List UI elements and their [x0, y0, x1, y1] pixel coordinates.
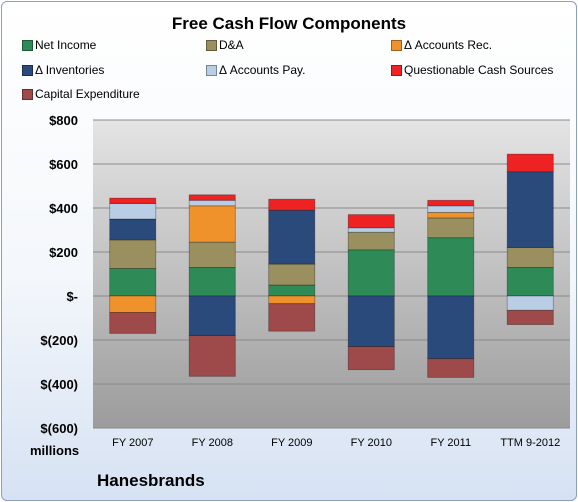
y-tick-label: $400 — [49, 201, 78, 216]
bar-segment — [506, 266, 554, 297]
y-axis-ticks: $800 $600 $400 $200 $- $(200) $(400) $(600) — [40, 113, 78, 436]
legend-label: Net Income — [35, 38, 97, 52]
x-tick-label: TTM 9-2012 — [500, 437, 560, 449]
legend-label: Questionable Cash Sources — [404, 63, 554, 77]
legend-swatch-accounts-rec — [391, 40, 402, 51]
bar-segment — [427, 205, 475, 213]
legend-swatch-net-income — [22, 40, 33, 51]
bar-segment — [347, 346, 395, 371]
legend-swatch-accounts-pay — [206, 65, 217, 76]
bar-segment — [188, 205, 236, 243]
bar-segment — [109, 268, 157, 297]
bar-segment — [268, 209, 316, 265]
bar-segment — [268, 295, 316, 305]
bar-segment — [268, 303, 316, 332]
legend-swatch-capital-expenditure — [22, 89, 33, 100]
bar-segment — [506, 295, 554, 311]
bars — [109, 153, 554, 378]
bar-segment — [268, 284, 316, 297]
bar-segment — [347, 295, 395, 347]
y-tick-label: $200 — [49, 245, 78, 260]
x-tick-label: FY 2007 — [112, 437, 153, 449]
x-tick-label: FY 2009 — [271, 437, 312, 449]
legend-label: Capital Expenditure — [35, 87, 140, 101]
x-tick-label: FY 2008 — [192, 437, 233, 449]
y-tick-label: $600 — [49, 157, 78, 172]
bar-segment — [427, 358, 475, 378]
bar-segment — [427, 237, 475, 297]
plot-background — [93, 120, 570, 428]
x-tick-label: FY 2010 — [351, 437, 392, 449]
units-label: millions — [30, 443, 80, 458]
bar-segment — [188, 199, 236, 207]
y-tick-label: $(200) — [40, 333, 78, 348]
chart-title: Free Cash Flow Components — [171, 14, 407, 33]
y-tick-label: $800 — [49, 113, 78, 128]
bar-segment — [268, 263, 316, 286]
bar-segment — [188, 266, 236, 297]
y-tick-label: $(600) — [40, 421, 78, 436]
bar-segment — [188, 295, 236, 336]
bar-segment — [268, 198, 316, 211]
bar-segment — [109, 312, 157, 334]
bar-segment — [109, 295, 157, 313]
legend-label: D&A — [219, 38, 244, 52]
company-name: Hanesbrands — [97, 471, 205, 490]
bar-segment — [427, 199, 475, 207]
legend-swatch-questionable-cash — [391, 65, 402, 76]
legend-label: Δ Accounts Pay. — [219, 63, 306, 77]
bar-segment — [347, 227, 395, 233]
gridlines — [93, 119, 570, 429]
legend-swatch-d-and-a — [206, 40, 217, 51]
bar-segment — [427, 217, 475, 239]
legend-label: Δ Inventories — [35, 63, 105, 77]
y-tick-label: $- — [66, 289, 78, 304]
bar-segment — [109, 197, 157, 205]
bar-segment — [427, 211, 475, 219]
bar-segment — [347, 231, 395, 251]
bar-segment — [109, 239, 157, 269]
bar-segment — [347, 249, 395, 297]
bar-segment — [506, 247, 554, 268]
bar-segment — [188, 335, 236, 377]
bar-segment — [506, 153, 554, 173]
y-tick-label: $(400) — [40, 377, 78, 392]
bar-segment — [109, 203, 157, 220]
bar-segment — [347, 214, 395, 229]
legend-swatch-inventories — [22, 65, 33, 76]
bar-segment — [427, 295, 475, 360]
bar-segment — [506, 171, 554, 248]
x-axis-ticks: FY 2007 FY 2008 FY 2009 FY 2010 FY 2011 TTM 9… — [112, 437, 560, 449]
legend-label: Δ Accounts Rec. — [404, 38, 493, 52]
bar-segment — [188, 241, 236, 268]
bar-segment — [109, 218, 157, 241]
x-tick-label: FY 2011 — [431, 437, 472, 449]
bar-segment — [188, 194, 236, 201]
bar-segment — [506, 309, 554, 325]
